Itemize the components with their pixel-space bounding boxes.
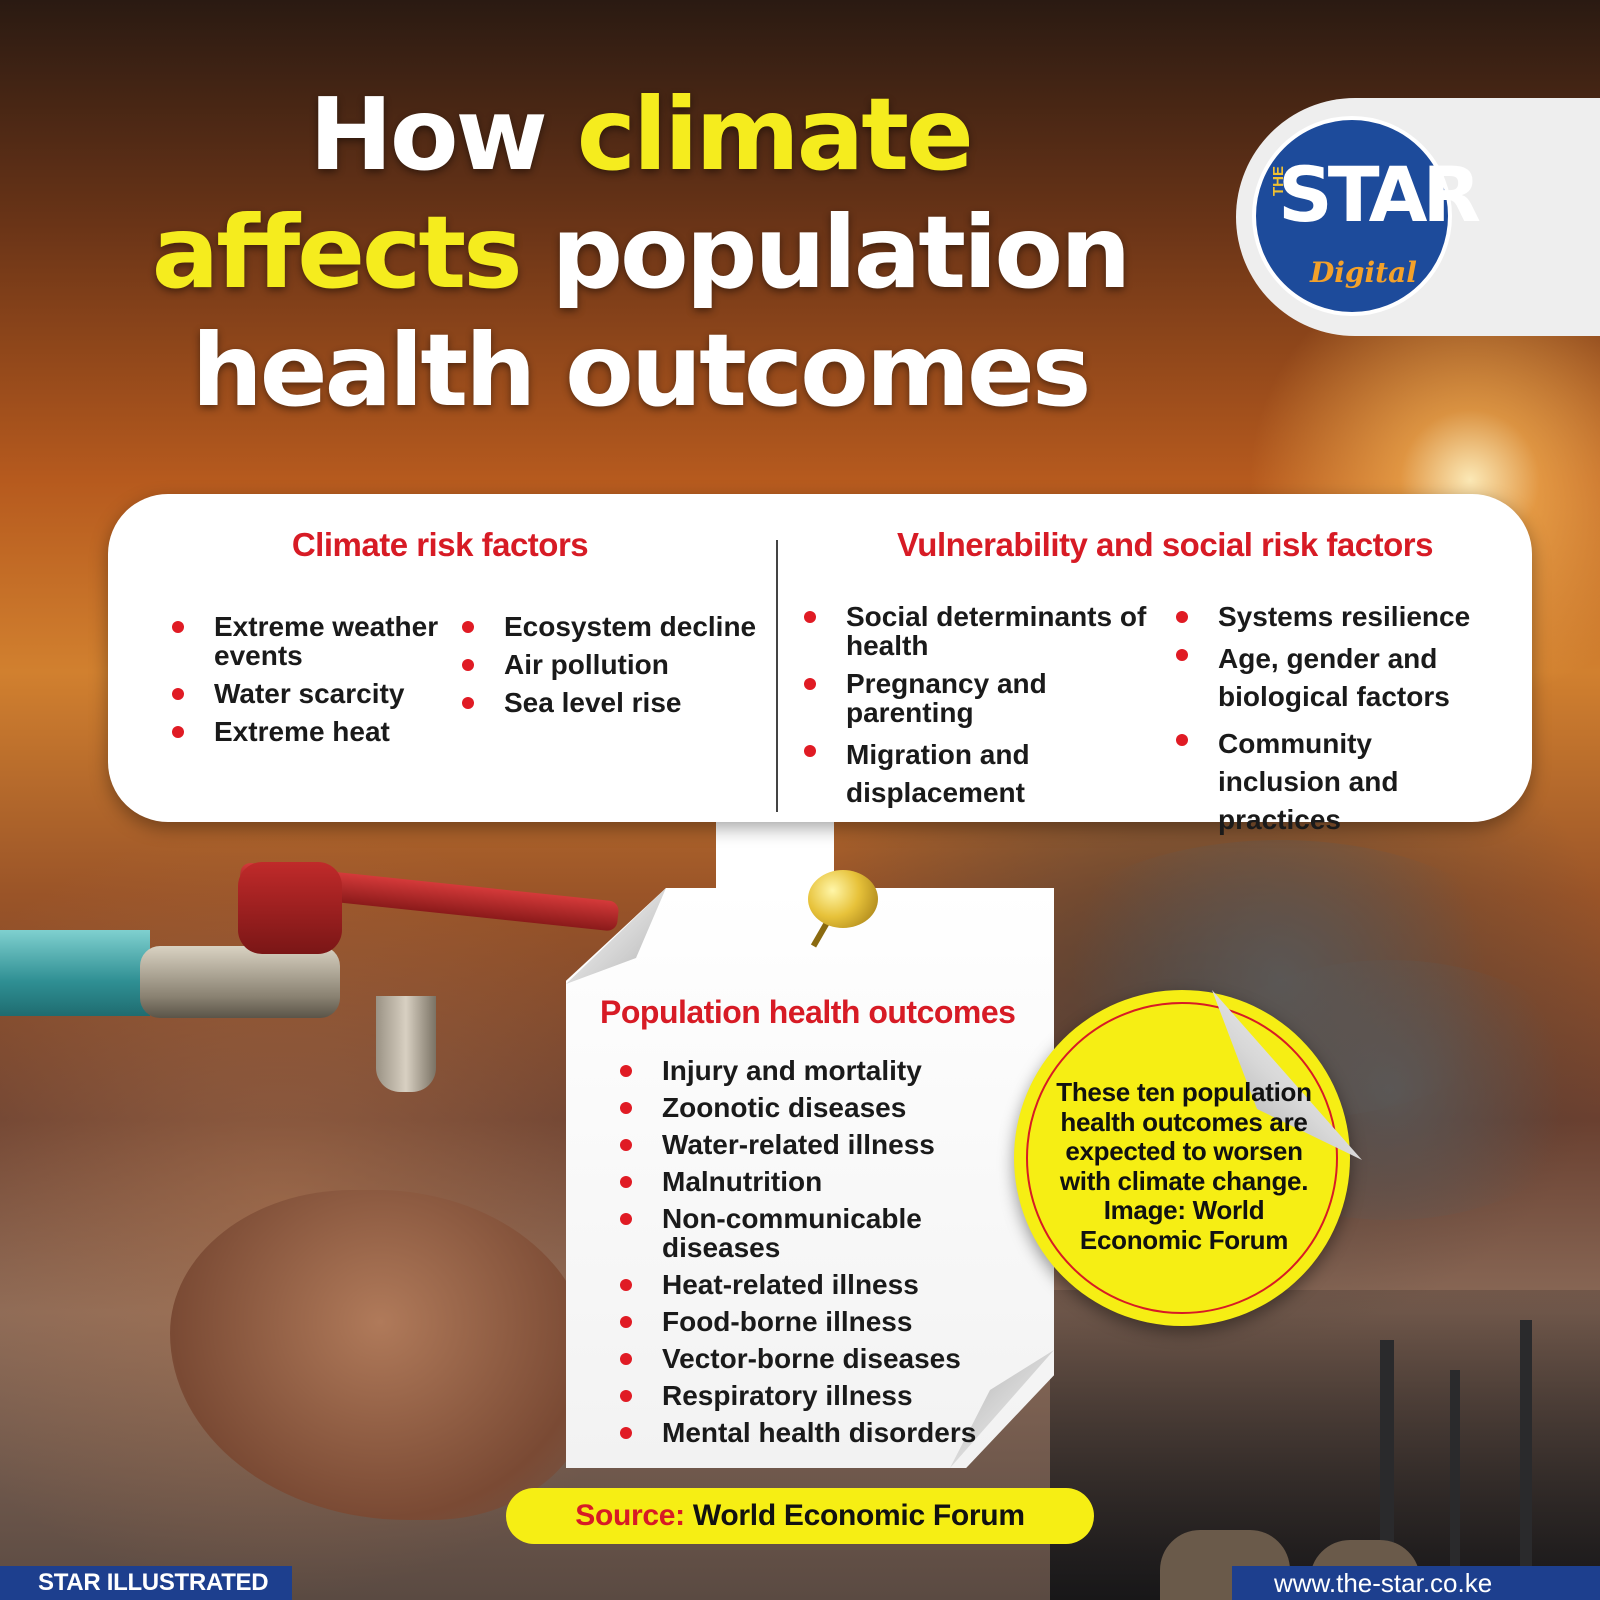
bullet-icon	[1176, 734, 1188, 746]
list-item: Non-communicable diseases	[620, 1204, 1040, 1262]
outcomes-list: Injury and mortality Zoonotic diseases W…	[620, 1056, 1040, 1455]
bullet-icon	[1176, 611, 1188, 623]
list-item: Mental health disorders	[620, 1418, 1040, 1447]
social-risk-heading: Vulnerability and social risk factors	[897, 526, 1433, 563]
footer-credit: STAR ILLUSTRATED	[0, 1566, 292, 1600]
climate-risk-list-1: Extreme weather events Water scarcity Ex…	[172, 612, 442, 755]
list-item: Migration and displacement	[804, 736, 1164, 812]
bullet-icon	[620, 1176, 632, 1188]
bullet-icon	[462, 697, 474, 709]
social-risk-list-1: Social determinants of health Pregnancy …	[804, 602, 1164, 821]
list-item: Heat-related illness	[620, 1270, 1040, 1299]
list-item: Injury and mortality	[620, 1056, 1040, 1085]
page-title: How climate affects population health ou…	[110, 76, 1170, 430]
tap-spout-image	[376, 996, 436, 1092]
list-item: Vector-borne diseases	[620, 1344, 1040, 1373]
factory-silhouette	[1050, 1290, 1600, 1600]
list-item: Community inclusion and practices	[1176, 725, 1496, 839]
list-item: Systems resilience	[1176, 602, 1496, 631]
sticker-text: These ten population health outcomes are…	[1056, 1077, 1312, 1255]
list-item: Social determinants of health	[804, 602, 1164, 660]
bullet-icon	[462, 621, 474, 633]
title-part: population	[519, 194, 1131, 311]
risk-factors-card	[108, 494, 1532, 822]
footer-url[interactable]: www.the-star.co.ke	[1232, 1566, 1600, 1600]
bullet-icon	[620, 1390, 632, 1402]
pushpin-icon	[808, 870, 878, 928]
bullet-icon	[804, 745, 816, 757]
title-part: health outcomes	[191, 312, 1092, 429]
tap-image	[140, 946, 340, 1018]
climate-risk-heading: Climate risk factors	[291, 526, 589, 563]
list-item: Zoonotic diseases	[620, 1093, 1040, 1122]
bullet-icon	[620, 1102, 632, 1114]
cupped-hands-image	[170, 1190, 590, 1520]
logo-digital-text: Digital	[1310, 256, 1417, 289]
bullet-icon	[462, 659, 474, 671]
logo-star-text: STAR	[1278, 150, 1481, 239]
social-risk-list-2: Systems resilience Age, gender and biolo…	[1176, 602, 1496, 848]
source-value: World Economic Forum	[684, 1499, 1025, 1532]
bullet-icon	[620, 1279, 632, 1291]
list-item: Sea level rise	[462, 688, 762, 717]
list-item: Water-related illness	[620, 1130, 1040, 1159]
outcomes-heading: Population health outcomes	[600, 994, 1016, 1030]
water-pipe-image	[0, 930, 150, 1016]
bullet-icon	[620, 1139, 632, 1151]
bullet-icon	[172, 688, 184, 700]
list-item: Extreme heat	[172, 717, 442, 746]
tap-valve-image	[238, 862, 342, 954]
title-highlight: affects	[151, 194, 523, 311]
bullet-icon	[804, 611, 816, 623]
bullet-icon	[620, 1427, 632, 1439]
sticker-ring	[1026, 1002, 1338, 1314]
title-highlight: climate	[576, 76, 974, 193]
card-divider	[776, 540, 778, 812]
list-item: Air pollution	[462, 650, 762, 679]
title-part: How	[309, 76, 577, 193]
bullet-icon	[620, 1316, 632, 1328]
bullet-icon	[172, 621, 184, 633]
list-item: Food-borne illness	[620, 1307, 1040, 1336]
list-item: Pregnancy and parenting	[804, 669, 1164, 727]
logo-the-text: THE	[1270, 166, 1287, 196]
bullet-icon	[1176, 649, 1188, 661]
source-badge: Source: World Economic Forum	[506, 1488, 1094, 1544]
bullet-icon	[620, 1213, 632, 1225]
list-item: Extreme weather events	[172, 612, 442, 670]
bullet-icon	[172, 726, 184, 738]
source-label: Source:	[575, 1499, 685, 1532]
outcomes-note	[566, 888, 1054, 1468]
list-item: Malnutrition	[620, 1167, 1040, 1196]
bullet-icon	[804, 678, 816, 690]
list-item: Ecosystem decline	[462, 612, 762, 641]
star-logo	[1252, 116, 1452, 316]
card-tail	[716, 810, 834, 892]
list-item: Age, gender and biological factors	[1176, 640, 1496, 716]
list-item: Respiratory illness	[620, 1381, 1040, 1410]
climate-risk-list-2: Ecosystem decline Air pollution Sea leve…	[462, 612, 762, 726]
list-item: Water scarcity	[172, 679, 442, 708]
bullet-icon	[620, 1065, 632, 1077]
bullet-icon	[620, 1353, 632, 1365]
